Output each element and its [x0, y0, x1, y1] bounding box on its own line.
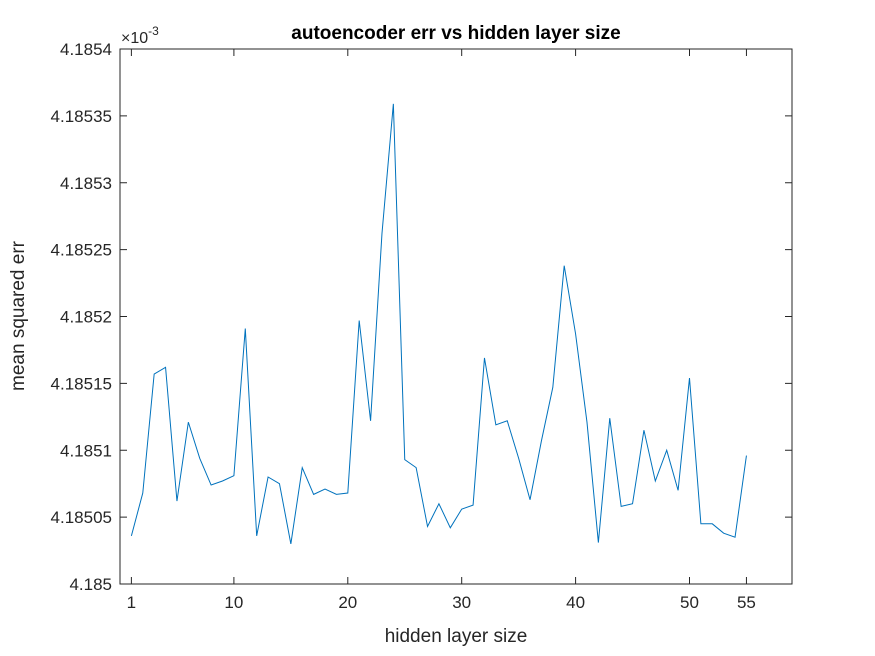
exponent-power: -3 — [148, 24, 159, 38]
chart-title: autoencoder err vs hidden layer size — [291, 23, 620, 44]
x-tick-label: 30 — [452, 593, 471, 612]
series-layer — [130, 103, 747, 544]
x-tick-label: 55 — [737, 593, 756, 612]
y-tick-label: 4.1852 — [60, 308, 112, 327]
exponent-multiplier: ×10 — [121, 30, 148, 47]
series-line-0 — [130, 103, 747, 544]
y-tick-label: 4.1854 — [60, 40, 112, 59]
y-tick-label: 4.18505 — [51, 508, 112, 527]
y-tick-label: 4.185 — [69, 575, 112, 594]
axes-box — [119, 48, 793, 585]
plot-area — [120, 49, 792, 584]
y-axis-exponent: ×10-3 — [121, 24, 159, 47]
y-tick-label: 4.1853 — [60, 174, 112, 193]
x-axis-label: hidden layer size — [385, 626, 528, 647]
x-tick-label: 20 — [338, 593, 357, 612]
ticks-layer: 1 10 20 30 40 50 55 4.185 4.18505 4.1851 4.18515 4.… — [51, 40, 792, 612]
y-tick-label: 4.1851 — [60, 441, 112, 460]
y-axis-label: mean squared err — [8, 240, 29, 391]
x-tick-label: 1 — [127, 593, 136, 612]
y-tick-label: 4.18515 — [51, 374, 112, 393]
y-tick-label: 4.18535 — [51, 107, 112, 126]
x-tick-label: 40 — [566, 593, 585, 612]
x-tick-label: 10 — [224, 593, 243, 612]
y-tick-label: 4.18525 — [51, 241, 112, 260]
x-tick-label: 50 — [680, 593, 699, 612]
